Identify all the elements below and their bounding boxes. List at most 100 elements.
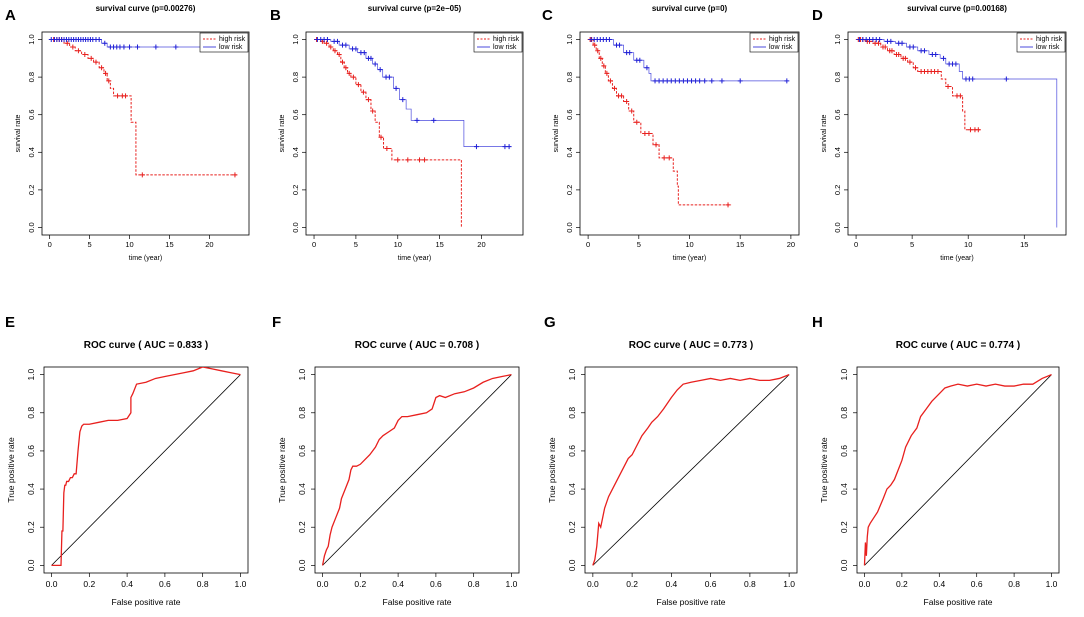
low-risk-censor: [719, 78, 725, 84]
high-risk-censor: [328, 44, 334, 50]
x-tick-label: 0.2: [896, 579, 908, 589]
low-risk-censor: [709, 78, 715, 84]
x-axis-label: False positive rate: [383, 597, 452, 607]
panel-letter: B: [270, 7, 281, 24]
y-tick-label: 0.6: [833, 109, 842, 119]
low-risk-censor: [353, 46, 359, 52]
y-tick-label: 0.0: [297, 559, 307, 571]
low-risk-censor: [921, 48, 927, 54]
y-tick-label: 0.8: [27, 72, 36, 82]
y-tick-label: 0.6: [565, 109, 574, 119]
high-risk-curve: [49, 39, 238, 176]
low-risk-censor: [431, 117, 437, 123]
low-risk-censor: [627, 50, 633, 56]
high-risk-censor: [103, 70, 109, 76]
high-risk-censor: [595, 48, 601, 54]
y-tick-label: 1.0: [297, 368, 307, 380]
x-tick-label: 0.8: [468, 579, 480, 589]
x-tick-label: 1.0: [783, 579, 795, 589]
x-axis-label: time (year): [129, 255, 162, 262]
y-axis-label: survival rate: [15, 115, 22, 153]
y-tick-label: 0.0: [291, 222, 300, 232]
x-tick-label: 0.6: [705, 579, 717, 589]
high-risk-curve: [856, 39, 981, 131]
x-tick-label: 0.0: [317, 579, 329, 589]
high-risk-censor: [666, 155, 672, 161]
panel-f: F ROC curve ( AUC = 0.708 ) 0.0 0.2 0.4 0.6 0.…: [272, 314, 520, 607]
low-risk-censor: [617, 42, 623, 48]
x-tick-label: 0.6: [971, 579, 983, 589]
x-axis-label: False positive rate: [657, 597, 726, 607]
x-tick-label: 10: [394, 240, 402, 249]
y-axis-label: True positive rate: [547, 437, 557, 503]
low-risk-censor: [953, 61, 959, 67]
x-tick-label: 0.2: [354, 579, 366, 589]
plot-box: [579, 31, 800, 236]
low-risk-censor: [606, 37, 612, 43]
x-tick-label: 0.0: [859, 579, 871, 589]
x-tick-label: 0.8: [744, 579, 756, 589]
y-tick-label: 0.4: [291, 147, 300, 157]
panel-g: G ROC curve ( AUC = 0.773 ) 0.0 0.2 0.4 0.6 0.…: [544, 314, 798, 607]
high-risk-censor: [384, 146, 390, 152]
high-risk-censor: [629, 108, 635, 114]
high-risk-censor: [725, 202, 731, 208]
x-tick-label: 1.0: [235, 579, 247, 589]
x-tick-label: 15: [435, 240, 443, 249]
x-tick-label: 0.4: [121, 579, 133, 589]
panel-e: E ROC curve ( AUC = 0.833 ) 0.0 0.2 0.4 0.6 0.…: [5, 314, 249, 607]
high-risk-censor: [123, 93, 129, 99]
x-tick-label: 0: [48, 240, 52, 249]
low-risk-censor: [368, 55, 374, 61]
x-tick-label: 5: [637, 240, 641, 249]
chart-title: survival curve (p=0.00168): [907, 4, 1007, 13]
legend-high-risk: high risk: [219, 36, 246, 43]
legend-low-risk: low risk: [1036, 44, 1060, 51]
legend-low-risk: low risk: [769, 44, 793, 51]
diagonal-reference: [51, 374, 241, 566]
x-tick-label: 0: [586, 240, 590, 249]
x-tick-label: 0.8: [197, 579, 209, 589]
low-risk-censor: [372, 61, 378, 67]
y-tick-label: 0.2: [839, 521, 849, 533]
low-risk-censor: [121, 44, 127, 50]
low-risk-censor: [933, 52, 939, 58]
y-tick-label: 0.4: [565, 147, 574, 157]
high-risk-censor: [653, 142, 659, 148]
high-risk-censor: [592, 42, 598, 48]
y-tick-label: 0.2: [291, 185, 300, 195]
high-risk-censor: [957, 93, 963, 99]
high-risk-censor: [913, 65, 919, 71]
low-risk-censor: [506, 144, 512, 150]
chart-title: ROC curve ( AUC = 0.774 ): [896, 340, 1020, 351]
chart-title: ROC curve ( AUC = 0.833 ): [84, 340, 208, 351]
y-tick-label: 0.0: [565, 222, 574, 232]
y-tick-label: 0.6: [567, 445, 577, 457]
y-tick-label: 0.6: [291, 109, 300, 119]
y-tick-label: 0.0: [839, 559, 849, 571]
legend-low-risk: low risk: [219, 44, 243, 51]
panel-letter: E: [5, 314, 15, 331]
low-risk-censor: [877, 37, 883, 43]
low-risk-censor: [102, 40, 108, 46]
y-tick-label: 1.0: [26, 368, 36, 380]
y-tick-label: 0.8: [26, 407, 36, 419]
high-risk-censor: [370, 108, 376, 114]
high-risk-censor: [902, 55, 908, 61]
high-risk-censor: [93, 59, 99, 65]
x-tick-label: 0.4: [933, 579, 945, 589]
x-tick-label: 5: [88, 240, 92, 249]
high-risk-censor: [70, 44, 76, 50]
low-risk-censor: [386, 74, 392, 80]
plot-box: [43, 366, 249, 574]
low-risk-censor: [334, 38, 340, 44]
high-risk-censor: [601, 63, 607, 69]
high-risk-censor: [896, 52, 902, 58]
chart-title: ROC curve ( AUC = 0.708 ): [355, 340, 479, 351]
x-tick-label: 20: [787, 240, 795, 249]
high-risk-censor: [139, 172, 145, 178]
y-tick-label: 0.2: [833, 185, 842, 195]
